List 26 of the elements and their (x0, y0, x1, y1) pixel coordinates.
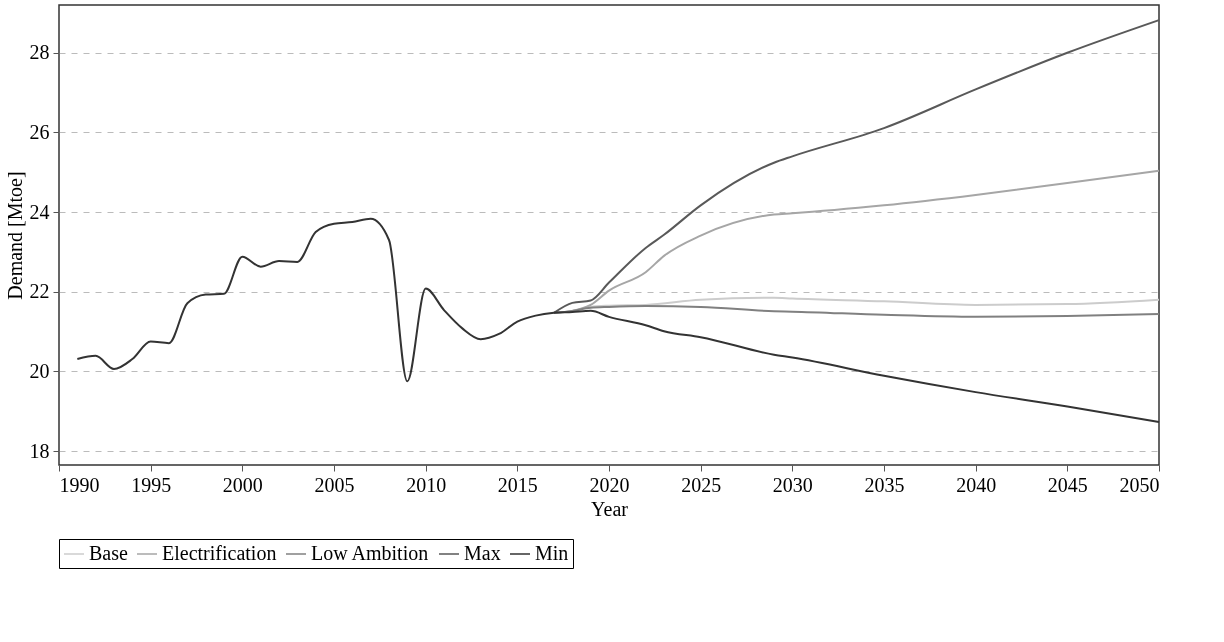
x-tick-label: 2050 (1119, 473, 1160, 496)
x-tick-label: 2045 (1047, 473, 1088, 496)
legend-label: Max (464, 542, 501, 564)
y-axis-title: Demand [Mtoe] (3, 171, 26, 300)
x-tick-label: 1990 (59, 473, 100, 496)
y-tick-label: 22 (29, 280, 50, 303)
x-tick-label: 2010 (406, 473, 447, 496)
legend-label: Base (89, 542, 128, 564)
y-tick-label: 28 (29, 41, 50, 64)
x-tick-label: 2005 (314, 473, 355, 496)
legend-label: Electrification (162, 542, 277, 564)
y-tick-label: 24 (29, 200, 50, 223)
x-tick-label: 2020 (589, 473, 630, 496)
x-tick-label: 2025 (681, 473, 722, 496)
y-tick-label: 20 (29, 359, 50, 382)
x-tick-label: 2040 (956, 473, 997, 496)
y-tick-label: 26 (29, 120, 50, 143)
x-axis-title: Year (591, 497, 629, 520)
x-tick-label: 2030 (772, 473, 813, 496)
x-tick-label: 1995 (131, 473, 172, 496)
x-tick-label: 2015 (497, 473, 538, 496)
legend-label: Min (535, 542, 569, 564)
y-tick-label: 18 (29, 439, 50, 462)
x-tick-label: 2035 (864, 473, 905, 496)
legend-label: Low Ambition (311, 542, 429, 564)
x-tick-label: 2000 (222, 473, 263, 496)
